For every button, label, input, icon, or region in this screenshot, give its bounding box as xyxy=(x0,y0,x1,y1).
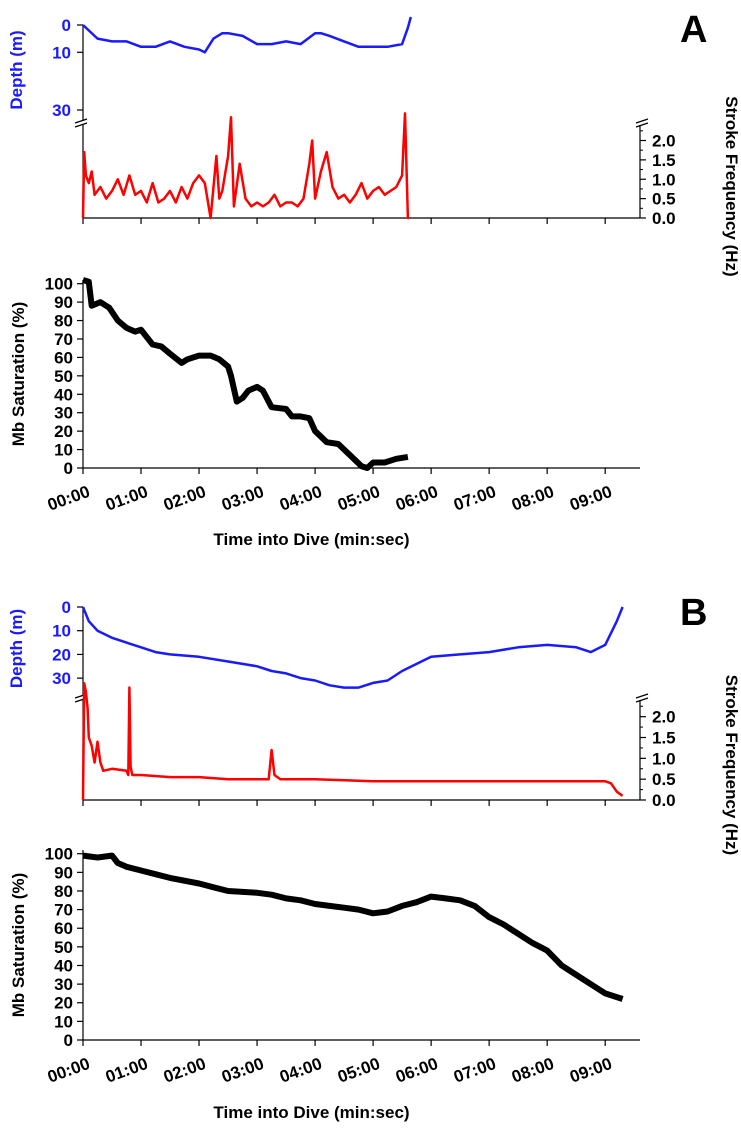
axis-break-left xyxy=(74,118,88,128)
mb-x-tick-label: 02:00 xyxy=(161,482,208,515)
depth-axis-title: Depth (m) xyxy=(7,30,26,109)
mb-x-tick-label: 00:00 xyxy=(45,1054,92,1087)
time-axis-title: Time into Dive (min:sec) xyxy=(213,1103,409,1122)
depth-line xyxy=(82,16,413,54)
mb-x-tick-label: 08:00 xyxy=(509,482,556,515)
axis-break-right xyxy=(635,693,649,703)
mb-x-tick-label: 04:00 xyxy=(277,482,324,515)
stroke-tick-label: 1.0 xyxy=(652,749,676,768)
mb-tick-label: 70 xyxy=(54,901,73,920)
stroke-axis-title: Stroke Frequency (Hz) xyxy=(722,96,741,276)
mb-x-tick-label: 00:00 xyxy=(45,482,92,515)
mb-tick-label: 30 xyxy=(54,975,73,994)
mb-line xyxy=(82,277,409,471)
time-axis-title: Time into Dive (min:sec) xyxy=(213,530,409,549)
mb-tick-label: 0 xyxy=(64,459,73,478)
stroke-tick-label: 1.5 xyxy=(652,151,676,170)
depth-tick-label: 0 xyxy=(62,16,71,35)
mb-tick-label: 0 xyxy=(64,1031,73,1050)
axis-break-right xyxy=(635,118,649,128)
mb-x-tick-label: 03:00 xyxy=(219,482,266,515)
depth-tick-label: 30 xyxy=(52,101,71,120)
mb-tick-label: 20 xyxy=(54,422,73,441)
mb-tick-label: 90 xyxy=(54,293,73,312)
mb-tick-label: 10 xyxy=(54,1012,73,1031)
mb-x-tick-label: 05:00 xyxy=(335,1054,382,1087)
mb-x-tick-label: 03:00 xyxy=(219,1054,266,1087)
mb-axis-title: Mb Saturation (%) xyxy=(9,302,28,447)
mb-x-tick-label: 04:00 xyxy=(277,1054,324,1087)
stroke-tick-label: 0.0 xyxy=(652,791,676,810)
mb-tick-label: 90 xyxy=(54,863,73,882)
mb-x-tick-label: 05:00 xyxy=(335,482,382,515)
stroke-tick-label: 0.0 xyxy=(652,209,676,228)
mb-x-tick-label: 01:00 xyxy=(103,1054,150,1087)
mb-x-tick-label: 06:00 xyxy=(393,1054,440,1087)
mb-tick-label: 20 xyxy=(54,994,73,1013)
depth-tick-label: 20 xyxy=(52,645,71,664)
panel-letter: A xyxy=(680,9,707,51)
mb-tick-label: 60 xyxy=(54,348,73,367)
mb-x-tick-label: 02:00 xyxy=(161,1054,208,1087)
depth-axis-title: Depth (m) xyxy=(7,609,26,688)
mb-tick-label: 40 xyxy=(54,956,73,975)
mb-tick-label: 100 xyxy=(45,845,73,864)
mb-x-tick-label: 09:00 xyxy=(567,1054,614,1087)
mb-x-tick-label: 08:00 xyxy=(509,1054,556,1087)
mb-x-tick-label: 01:00 xyxy=(103,482,150,515)
mb-axis-title: Mb Saturation (%) xyxy=(9,873,28,1018)
mb-tick-label: 60 xyxy=(54,919,73,938)
mb-line xyxy=(82,852,624,1002)
mb-tick-label: 80 xyxy=(54,882,73,901)
stroke-tick-label: 1.0 xyxy=(652,170,676,189)
stroke-line xyxy=(81,112,410,220)
stroke-axis-title: Stroke Frequency (Hz) xyxy=(722,675,741,855)
mb-tick-label: 50 xyxy=(54,938,73,957)
mb-tick-label: 100 xyxy=(45,275,73,294)
stroke-tick-label: 0.5 xyxy=(652,190,676,209)
mb-x-tick-label: 06:00 xyxy=(393,482,440,515)
mb-x-tick-label: 07:00 xyxy=(451,482,498,515)
depth-tick-label: 30 xyxy=(52,669,71,688)
depth-tick-label: 10 xyxy=(52,622,71,641)
panel-letter: B xyxy=(680,592,707,634)
depth-tick-label: 0 xyxy=(62,598,71,617)
depth-tick-label: 10 xyxy=(52,43,71,62)
stroke-tick-label: 2.0 xyxy=(652,708,676,727)
mb-tick-label: 40 xyxy=(54,385,73,404)
mb-x-tick-label: 09:00 xyxy=(567,482,614,515)
mb-tick-label: 70 xyxy=(54,330,73,349)
mb-tick-label: 80 xyxy=(54,312,73,331)
mb-x-tick-label: 07:00 xyxy=(451,1054,498,1087)
stroke-tick-label: 0.5 xyxy=(652,770,676,789)
mb-tick-label: 10 xyxy=(54,441,73,460)
stroke-line xyxy=(81,682,624,801)
depth-line xyxy=(81,606,624,689)
stroke-tick-label: 2.0 xyxy=(652,132,676,151)
mb-tick-label: 30 xyxy=(54,404,73,423)
stroke-tick-label: 1.5 xyxy=(652,729,676,748)
mb-tick-label: 50 xyxy=(54,367,73,386)
